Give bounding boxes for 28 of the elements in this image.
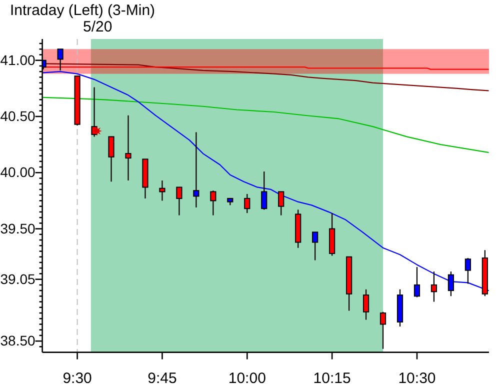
y-tick-label: 40.50 bbox=[0, 108, 36, 124]
y-tick-label: 40.00 bbox=[0, 164, 36, 180]
x-tick-label: 9:30 bbox=[62, 370, 92, 387]
chart-title: Intraday (Left) (3-Min) bbox=[10, 2, 156, 19]
candlestick bbox=[261, 170, 268, 210]
candlestick bbox=[176, 186, 182, 216]
candlestick bbox=[278, 191, 284, 216]
candlestick bbox=[362, 288, 370, 320]
candlestick bbox=[464, 257, 471, 284]
x-tick-label: 10:15 bbox=[313, 370, 351, 387]
candlestick bbox=[108, 136, 114, 182]
candlestick bbox=[159, 180, 166, 202]
x-tick-label: 9:45 bbox=[148, 370, 177, 387]
text: 5/20 bbox=[83, 18, 112, 36]
y-tick-label: 38.50 bbox=[0, 332, 36, 349]
x-tick-label: 10:00 bbox=[228, 370, 266, 387]
y-tick-label: 39.50 bbox=[0, 220, 36, 236]
candlestick bbox=[125, 114, 132, 182]
candlestick bbox=[312, 232, 318, 261]
candlestick bbox=[244, 193, 250, 214]
y-tick-label: 41.00 bbox=[0, 52, 36, 68]
candlestick bbox=[210, 190, 216, 216]
y-tick-label: 39.05 bbox=[0, 270, 36, 287]
candlestick bbox=[380, 311, 386, 350]
candlestick bbox=[430, 270, 438, 302]
line-series bbox=[42, 96, 489, 153]
x-tick-label: 10:30 bbox=[398, 370, 436, 387]
candlestick bbox=[193, 132, 200, 208]
